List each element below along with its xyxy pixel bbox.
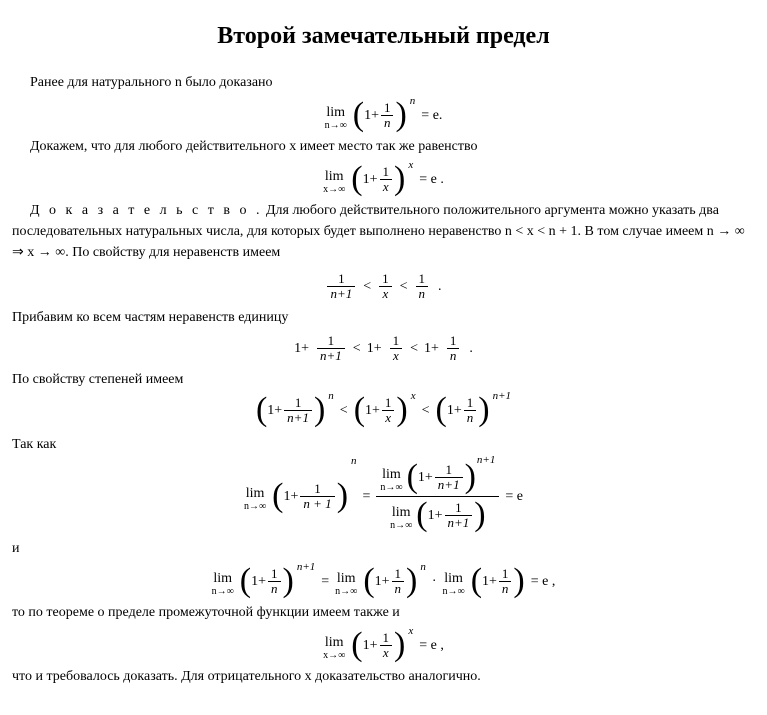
para-intro-1: Ранее для натурального n было доказано xyxy=(12,72,755,93)
formula-limit-product: limn→∞ (1+ 1n ) n+1 = limn→∞ (1+ 1n ) n … xyxy=(12,565,755,596)
formula-inequality-3: (1+ 1n+1 ) n < (1+ 1x ) x < (1+ 1n ) n+1 xyxy=(12,396,755,428)
formula-result: limx→∞ (1+ 1x ) x = e , xyxy=(12,629,755,660)
formula-limit-n: lim n→∞ ( 1 + 1 n ) n = e. xyxy=(12,99,755,130)
page-title: Второй замечательный предел xyxy=(12,18,755,54)
para-qed: что и требовалось доказать. Для отрицате… xyxy=(12,666,755,687)
proof-label: Д о к а з а т е л ь с т в о . xyxy=(30,203,262,218)
para-intro-2: Докажем, что для любого действительного … xyxy=(12,136,755,157)
formula-inequality-2: 1+ 1n+1 < 1+ 1x < 1+ 1n . xyxy=(12,334,755,363)
para-squeeze: то по теореме о пределе промежуточной фу… xyxy=(12,602,755,623)
lim-symbol: lim n→∞ xyxy=(325,106,347,131)
para-power-property: По свойству степеней имеем xyxy=(12,369,755,390)
formula-limit-x: limx→∞ ( 1+ 1x ) x = e . xyxy=(12,163,755,194)
para-and: и xyxy=(12,538,755,559)
formula-inequality-1: 1n+1 < 1x < 1n . xyxy=(12,269,755,301)
para-add-one: Прибавим ко всем частям неравенств едини… xyxy=(12,307,755,328)
para-proof-start: Д о к а з а т е л ь с т в о . Для любого… xyxy=(12,200,755,263)
formula-limit-fraction: limn→∞ (1+ 1n + 1 ) n = limn→∞ (1+ 1n+1 … xyxy=(12,461,755,532)
para-since: Так как xyxy=(12,434,755,455)
